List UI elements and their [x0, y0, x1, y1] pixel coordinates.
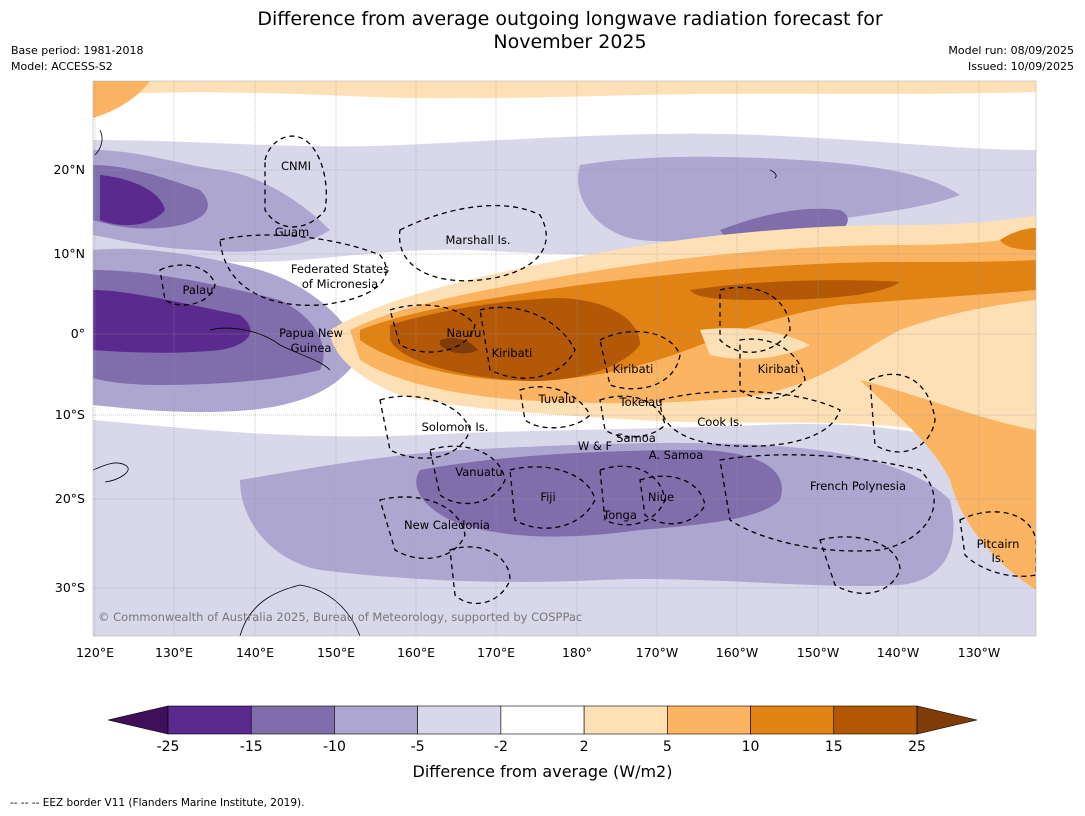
region-label: New Caledonia: [404, 518, 490, 532]
region-label: Fiji: [540, 490, 555, 504]
colorbar-tick: -5: [411, 739, 425, 755]
colorbar-tick: -25: [157, 739, 180, 755]
region-label: Is.: [991, 551, 1004, 565]
colorbar-tick: 2: [580, 739, 589, 755]
region-label: Vanuatu: [455, 465, 502, 479]
colorbar-swatch: [334, 705, 418, 735]
lon-label: 160°W: [716, 645, 758, 660]
colorbar-label: Difference from average (W/m2): [412, 762, 673, 781]
longitude-labels: 120°E 130°E 140°E 150°E 160°E 170°E 180° 170°W 1…: [76, 645, 1000, 660]
colorbar-tick: -10: [323, 739, 346, 755]
region-label: Palau: [183, 283, 214, 297]
lon-label: 150°W: [797, 645, 839, 660]
lat-label: 10°N: [53, 246, 85, 261]
colorbar-extend-low: [107, 705, 169, 735]
colorbar-tick: 25: [908, 739, 926, 755]
colorbar-swatch: [667, 705, 751, 735]
colorbar-swatch: [250, 705, 335, 735]
region-label: French Polynesia: [810, 479, 906, 493]
lon-label: 140°W: [877, 645, 919, 660]
lon-label: 150°E: [317, 645, 355, 660]
region-label: Samoa: [616, 431, 656, 445]
lat-label: 20°N: [53, 162, 85, 177]
lon-label: 140°E: [236, 645, 274, 660]
lat-label: 10°S: [55, 407, 85, 422]
region-label: Guinea: [291, 341, 332, 355]
colorbar-swatch: [750, 705, 835, 735]
title-line-2: November 2025: [493, 31, 647, 53]
lon-label: 170°E: [477, 645, 515, 660]
colorbar-swatch: [833, 705, 918, 735]
region-label: A. Samoa: [649, 448, 704, 462]
region-label: Tuvalu: [538, 392, 576, 406]
colorbar-swatch: [583, 705, 668, 735]
region-label: Nauru: [447, 326, 482, 340]
footer-note: -- -- -- EEZ border V11 (Flanders Marine…: [10, 797, 305, 809]
copyright-notice: © Commonwealth of Australia 2025, Bureau…: [98, 610, 582, 624]
lon-label: 180°: [562, 645, 592, 660]
lon-label: 170°W: [636, 645, 678, 660]
region-label: CNMI: [281, 159, 311, 173]
colorbar-tick: -2: [494, 739, 508, 755]
map-title: Difference from average outgoing longwav…: [170, 8, 970, 54]
lon-label: 130°W: [958, 645, 1000, 660]
colorbar-extend-high: [916, 705, 978, 735]
graticule: [93, 81, 1036, 636]
lon-label: 130°E: [155, 645, 193, 660]
model-run: Model run: 08/09/2025: [948, 44, 1074, 57]
lat-label: 30°S: [55, 580, 85, 595]
colorbar-tick: 5: [663, 739, 672, 755]
lon-label: 120°E: [76, 645, 114, 660]
lon-label: 160°E: [397, 645, 435, 660]
map-field: [93, 81, 1036, 636]
issued-date: Issued: 10/09/2025: [967, 60, 1074, 73]
lat-label: 0°: [71, 326, 85, 341]
colorbar-tick: 15: [825, 739, 843, 755]
region-label: Kiribati: [758, 362, 799, 376]
region-label: Tokelau: [619, 395, 663, 409]
region-label: Solomon Is.: [422, 420, 489, 434]
region-label: of Micronesia: [302, 277, 378, 291]
region-label: Cook Is.: [697, 415, 742, 429]
region-label: Papua New: [279, 326, 343, 340]
colorbar-swatch: [417, 705, 502, 735]
colorbar-swatch: [500, 705, 585, 735]
lat-label: 20°S: [55, 491, 85, 506]
model-name: Model: ACCESS-S2: [11, 60, 113, 73]
region-label: Kiribati: [492, 346, 533, 360]
region-label: Guam: [275, 225, 309, 239]
meta-left: Base period: 1981-2018 Model: ACCESS-S2: [11, 43, 143, 75]
base-period: Base period: 1981-2018: [11, 44, 144, 57]
colorbar-tick: -15: [240, 739, 263, 755]
region-label: Niue: [648, 490, 674, 504]
region-label: Marshall Is.: [445, 233, 510, 247]
latitude-labels: 20°N 10°N 0° 10°S 20°S 30°S: [53, 162, 85, 595]
colorbar: -25 -15 -10 -5 -2 2 5 10 15 25: [107, 705, 978, 755]
region-label: W & F: [578, 439, 612, 453]
eez-borders: [159, 135, 1036, 604]
region-label: Pitcairn: [977, 537, 1020, 551]
title-line-1: Difference from average outgoing longwav…: [257, 8, 883, 30]
colorbar-swatch: [167, 705, 252, 735]
colorbar-tick: 10: [742, 739, 760, 755]
region-label: Federated States: [291, 262, 389, 276]
region-label: Kiribati: [613, 362, 654, 376]
meta-right: Model run: 08/09/2025 Issued: 10/09/2025: [948, 43, 1074, 75]
region-label: Tonga: [602, 508, 637, 522]
